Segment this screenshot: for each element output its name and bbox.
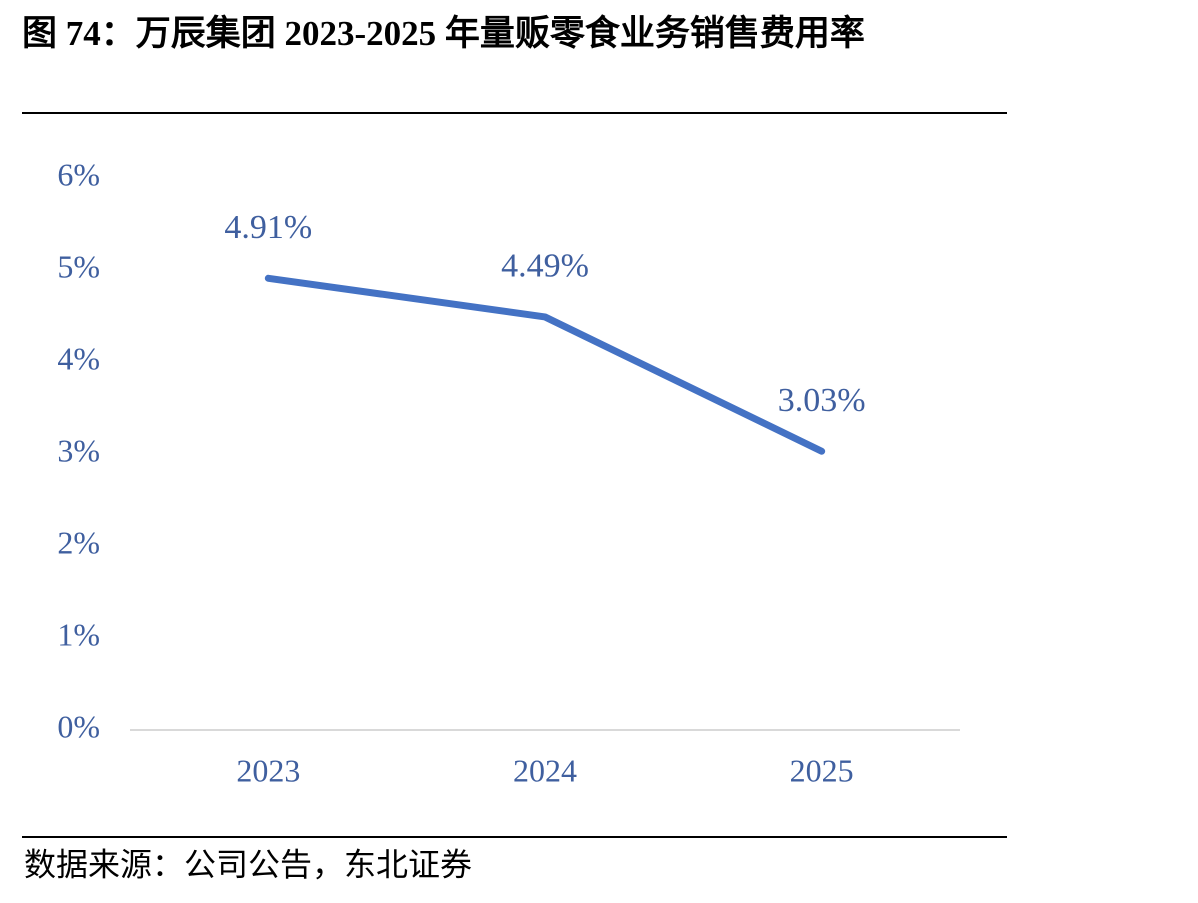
- data-label: 4.91%: [224, 209, 312, 246]
- chart-title: 图 74：万辰集团 2023-2025 年量贩零食业务销售费用率: [22, 14, 865, 53]
- x-tick-label: 2023: [236, 752, 300, 788]
- data-label: 3.03%: [778, 382, 866, 419]
- source-note: 数据来源：公司公告，东北证券: [24, 846, 472, 882]
- x-tick-label: 2024: [513, 752, 577, 788]
- y-tick-label: 4%: [57, 340, 100, 376]
- y-tick-label: 1%: [57, 616, 100, 652]
- y-tick-label: 6%: [57, 156, 100, 192]
- x-tick-label: 2025: [790, 752, 854, 788]
- y-tick-label: 2%: [57, 524, 100, 560]
- y-tick-label: 3%: [57, 432, 100, 468]
- data-line: [264, 274, 826, 455]
- data-label: 4.49%: [501, 248, 589, 285]
- y-tick-label: 5%: [57, 248, 100, 284]
- y-tick-label: 0%: [57, 708, 100, 744]
